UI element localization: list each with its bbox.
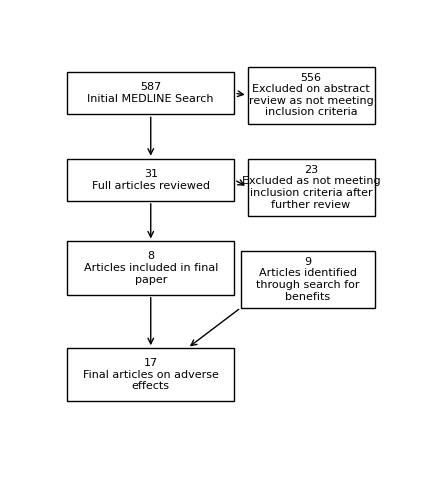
Text: 17
Final articles on adverse
effects: 17 Final articles on adverse effects xyxy=(83,358,218,391)
FancyBboxPatch shape xyxy=(67,348,234,402)
FancyBboxPatch shape xyxy=(67,159,234,201)
Text: 31
Full articles reviewed: 31 Full articles reviewed xyxy=(92,169,209,191)
Text: 9
Articles identified
through search for
benefits: 9 Articles identified through search for… xyxy=(255,257,359,302)
Text: 8
Articles included in final
paper: 8 Articles included in final paper xyxy=(83,251,218,285)
FancyBboxPatch shape xyxy=(240,250,374,308)
FancyBboxPatch shape xyxy=(247,66,374,124)
Text: 23
Excluded as not meeting
inclusion criteria after
further review: 23 Excluded as not meeting inclusion cri… xyxy=(241,165,380,209)
FancyBboxPatch shape xyxy=(247,159,374,216)
Text: 587
Initial MEDLINE Search: 587 Initial MEDLINE Search xyxy=(87,82,214,104)
FancyBboxPatch shape xyxy=(67,72,234,114)
FancyBboxPatch shape xyxy=(67,241,234,295)
Text: 556
Excluded on abstract
review as not meeting
inclusion criteria: 556 Excluded on abstract review as not m… xyxy=(248,73,372,118)
